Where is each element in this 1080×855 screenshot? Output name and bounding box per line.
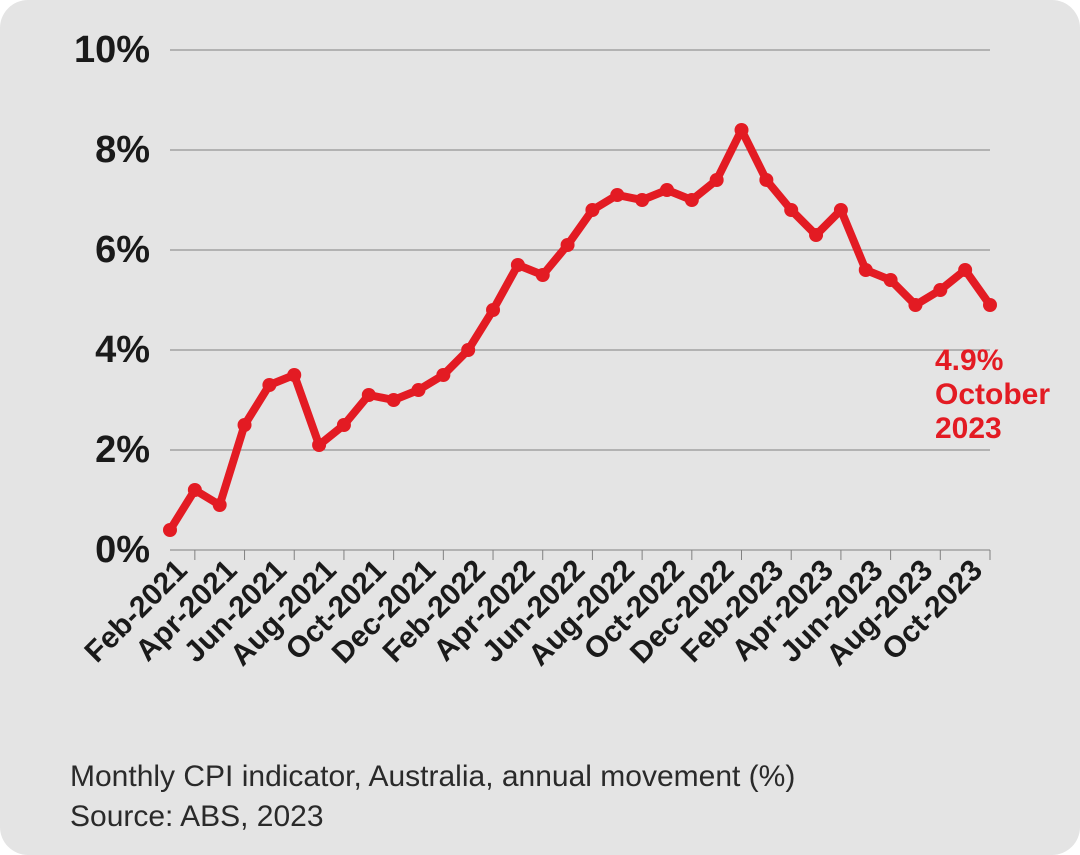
data-point: [461, 343, 475, 357]
y-tick-label: 2%: [95, 429, 150, 471]
data-point: [411, 383, 425, 397]
y-tick-label: 10%: [74, 29, 150, 71]
data-point: [262, 378, 276, 392]
data-point: [958, 263, 972, 277]
data-point: [884, 273, 898, 287]
data-point: [511, 258, 525, 272]
callout-text: 4.9%: [935, 344, 1003, 377]
data-point: [908, 298, 922, 312]
data-point: [188, 483, 202, 497]
data-point: [387, 393, 401, 407]
y-tick-label: 6%: [95, 229, 150, 271]
data-point: [561, 238, 575, 252]
data-point: [610, 188, 624, 202]
data-point: [436, 368, 450, 382]
data-point: [362, 388, 376, 402]
data-point: [834, 203, 848, 217]
chart-caption-line2: Source: ABS, 2023: [70, 800, 324, 834]
y-tick-label: 4%: [95, 329, 150, 371]
data-point: [710, 173, 724, 187]
data-point: [585, 203, 599, 217]
data-point: [536, 268, 550, 282]
chart-caption-line1: Monthly CPI indicator, Australia, annual…: [70, 760, 795, 794]
data-point: [809, 228, 823, 242]
data-point: [312, 438, 326, 452]
data-point: [287, 368, 301, 382]
cpi-line: [170, 130, 990, 530]
callout-text: October: [935, 378, 1050, 411]
callout-text: 2023: [935, 412, 1002, 445]
data-point: [213, 498, 227, 512]
data-point: [983, 298, 997, 312]
data-point: [635, 193, 649, 207]
cpi-line-chart: 0%2%4%6%8%10%Feb-2021Apr-2021Jun-2021Aug…: [0, 0, 1080, 740]
data-point: [660, 183, 674, 197]
chart-card: 0%2%4%6%8%10%Feb-2021Apr-2021Jun-2021Aug…: [0, 0, 1080, 855]
data-point: [238, 418, 252, 432]
data-point: [933, 283, 947, 297]
data-point: [735, 123, 749, 137]
data-point: [859, 263, 873, 277]
data-point: [759, 173, 773, 187]
data-point: [486, 303, 500, 317]
y-tick-label: 8%: [95, 129, 150, 171]
data-point: [685, 193, 699, 207]
data-point: [337, 418, 351, 432]
data-point: [784, 203, 798, 217]
data-point: [163, 523, 177, 537]
y-tick-label: 0%: [95, 529, 150, 571]
